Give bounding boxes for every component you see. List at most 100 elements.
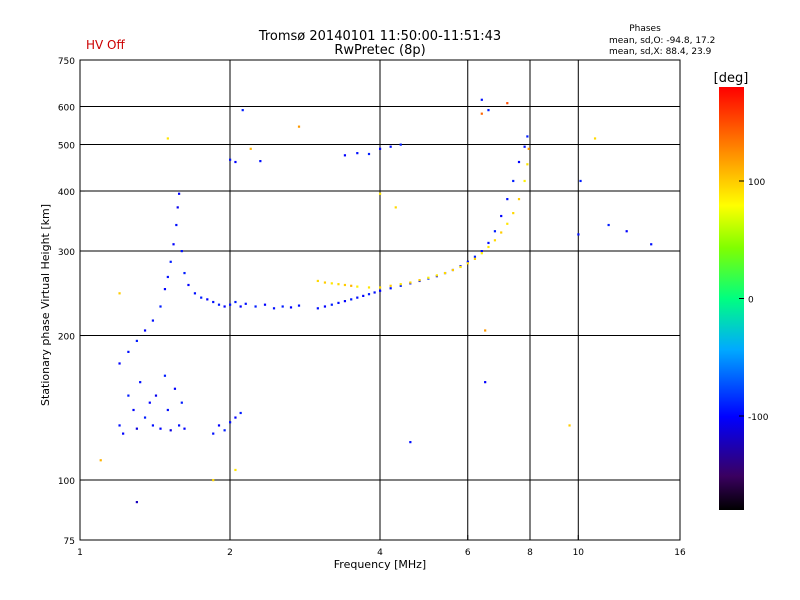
o-mode-point <box>151 424 155 427</box>
o-mode-point <box>183 427 186 430</box>
o-mode-point <box>173 387 177 390</box>
o-mode-point <box>373 291 376 294</box>
o-mode-point <box>316 307 319 310</box>
x-mode-point <box>451 268 455 272</box>
hv-status-label: HV Off <box>86 38 125 52</box>
colorbar-ticks: 100 0 -100 <box>739 178 769 423</box>
x-mode-point <box>443 271 447 275</box>
colorbar-tick-label: -100 <box>748 413 769 423</box>
o-mode-point <box>143 416 147 419</box>
x-mode-point <box>493 239 497 242</box>
o-mode-point <box>166 275 169 279</box>
y-tick-label: 500 <box>58 142 75 152</box>
x-tick-label: 4 <box>377 548 383 558</box>
x-mode-point <box>487 245 490 249</box>
o-mode-point <box>127 394 130 397</box>
x-mode-point <box>323 281 327 284</box>
x-tick-label: 16 <box>674 548 686 558</box>
x-mode-point <box>249 147 252 150</box>
o-mode-point <box>151 319 155 322</box>
o-mode-point <box>466 260 469 263</box>
o-mode-point <box>289 306 293 309</box>
x-mode-point <box>517 198 521 201</box>
x-mode-point <box>356 285 359 288</box>
o-mode-point <box>159 427 162 430</box>
o-mode-point <box>180 250 183 253</box>
y-tick-label: 400 <box>58 188 75 198</box>
x-tick-label: 10 <box>573 548 585 558</box>
x-mode-point <box>506 102 509 105</box>
o-mode-point <box>362 294 365 297</box>
x-mode-point <box>166 137 169 140</box>
o-mode-point <box>127 350 130 353</box>
y-tick-label: 75 <box>64 537 75 547</box>
x-mode-point <box>480 252 483 255</box>
data-points <box>99 98 653 504</box>
x-mode-point <box>435 274 438 277</box>
o-mode-point <box>206 298 209 301</box>
o-mode-point <box>223 429 226 432</box>
o-mode-point <box>200 296 203 299</box>
x-mode-point <box>389 284 392 287</box>
o-mode-point <box>343 300 347 303</box>
o-mode-point <box>512 179 515 183</box>
x-mode-point <box>330 282 333 285</box>
colorbar-unit: [deg] <box>714 71 749 86</box>
o-mode-point <box>409 441 412 444</box>
o-mode-point <box>480 250 483 253</box>
o-mode-point <box>356 152 359 155</box>
o-mode-point <box>234 160 237 164</box>
o-mode-point <box>122 432 125 435</box>
x-tick-label: 6 <box>465 548 471 558</box>
x-axis-label: Frequency [MHz] <box>334 558 426 571</box>
o-mode-point <box>343 154 347 157</box>
x-mode-point <box>316 279 319 283</box>
o-mode-point <box>281 305 284 308</box>
x-mode-point <box>379 286 382 289</box>
o-mode-point <box>607 223 610 227</box>
x-mode-point <box>526 163 529 166</box>
o-mode-point <box>487 241 490 245</box>
o-mode-point <box>500 214 503 218</box>
y-tick-label: 750 <box>58 57 75 67</box>
o-mode-point <box>259 160 262 163</box>
o-mode-point <box>217 303 221 306</box>
y-tick-label: 200 <box>58 333 75 343</box>
o-mode-point <box>473 255 477 258</box>
o-mode-point <box>177 192 181 195</box>
o-mode-point <box>480 98 483 101</box>
x-mode-point <box>418 279 421 282</box>
o-mode-point <box>577 233 580 236</box>
o-mode-point <box>193 292 197 295</box>
o-mode-point <box>169 429 172 432</box>
x-mode-point <box>118 292 121 295</box>
o-mode-point <box>323 305 327 308</box>
o-mode-point <box>229 158 232 161</box>
o-mode-point <box>166 408 169 412</box>
o-mode-point <box>139 381 142 384</box>
o-mode-point <box>350 298 353 301</box>
o-mode-point <box>579 179 582 183</box>
o-mode-point <box>244 302 247 305</box>
x-mode-point <box>593 137 597 140</box>
o-mode-point <box>487 109 490 112</box>
o-mode-point <box>367 152 371 156</box>
o-mode-point <box>399 284 402 287</box>
o-mode-point <box>367 293 371 296</box>
o-mode-point <box>239 305 242 308</box>
o-mode-point <box>526 135 529 138</box>
chart-title-line1: Tromsø 20140101 11:50:00-11:51:43 <box>258 29 501 44</box>
x-tick-label: 8 <box>527 548 533 558</box>
o-mode-point <box>187 283 190 287</box>
x-tick-label: 2 <box>227 548 233 558</box>
o-mode-point <box>493 230 497 233</box>
y-axis-label: Stationary phase Virtual Height [km] <box>39 204 52 406</box>
x-mode-point <box>568 424 571 427</box>
o-mode-point <box>625 230 628 233</box>
o-mode-point <box>148 401 151 404</box>
o-mode-point <box>517 160 521 164</box>
o-mode-point <box>379 147 382 150</box>
y-tick-label: 100 <box>58 477 75 487</box>
x-mode-point <box>409 281 412 284</box>
y-tick-label: 600 <box>58 104 75 114</box>
